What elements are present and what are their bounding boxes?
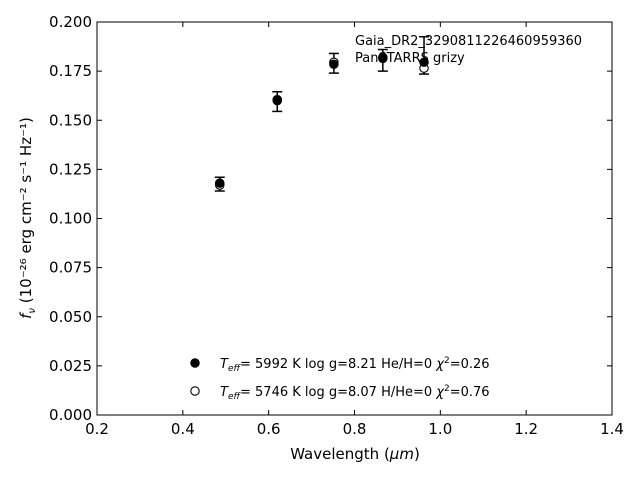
x-tick-label: 1.2: [514, 420, 538, 438]
point-filled-model: [419, 57, 429, 68]
legend-entry: Teff= 5746 K log g=8.07 H/He=0 χ2=0.76: [220, 384, 490, 402]
point-filled-model: [214, 178, 225, 188]
x-tick-label: 0.2: [85, 420, 109, 438]
annotation-object-id: Gaia_DR2_3290811226460959360: [355, 34, 582, 49]
x-tick-label: 1.4: [600, 420, 624, 438]
plot-area: 0.2 0.4 0.6 0.8 1.0 1.2 1.4 0.000 0.025 0.050 0.07…: [49, 13, 624, 438]
legend-entry: Teff= 5992 K log g=8.21 He/H=0 χ2=0.26: [220, 356, 490, 374]
point-filled-model: [378, 53, 388, 64]
x-axis-label: Wavelength (μm): [290, 445, 420, 463]
y-axis-label: fν (10⁻²⁶ erg cm⁻² s⁻¹ Hz⁻¹): [17, 117, 38, 319]
x-tick-label: 0.8: [343, 420, 367, 438]
y-tick-label: 0.100: [49, 210, 92, 228]
x-tick-label: 0.6: [257, 420, 281, 438]
annotation-survey: PanSTARRS grizy: [355, 51, 465, 66]
x-tick-label: 0.4: [171, 420, 195, 438]
y-tick-label: 0.075: [49, 259, 92, 277]
legend-marker: [190, 358, 200, 368]
y-tick-label: 0.175: [49, 62, 92, 80]
y-tick-label: 0.050: [49, 308, 92, 326]
y-tick-label: 0.125: [49, 160, 92, 178]
point-filled-model: [329, 59, 339, 69]
legend-marker: [190, 386, 200, 396]
x-tick-label: 1.0: [428, 420, 452, 438]
legend: Teff= 5992 K log g=8.21 He/H=0 χ2=0.26 Te…: [190, 356, 490, 402]
y-tick-label: 0.200: [49, 13, 92, 31]
y-tick-label: 0.150: [49, 111, 92, 129]
point-filled-model: [272, 94, 282, 105]
y-tick-label: 0.025: [49, 357, 92, 375]
chart-annotation: Gaia_DR2_3290811226460959360 PanSTARRS g…: [355, 34, 582, 66]
y-tick-label: 0.000: [49, 406, 92, 424]
